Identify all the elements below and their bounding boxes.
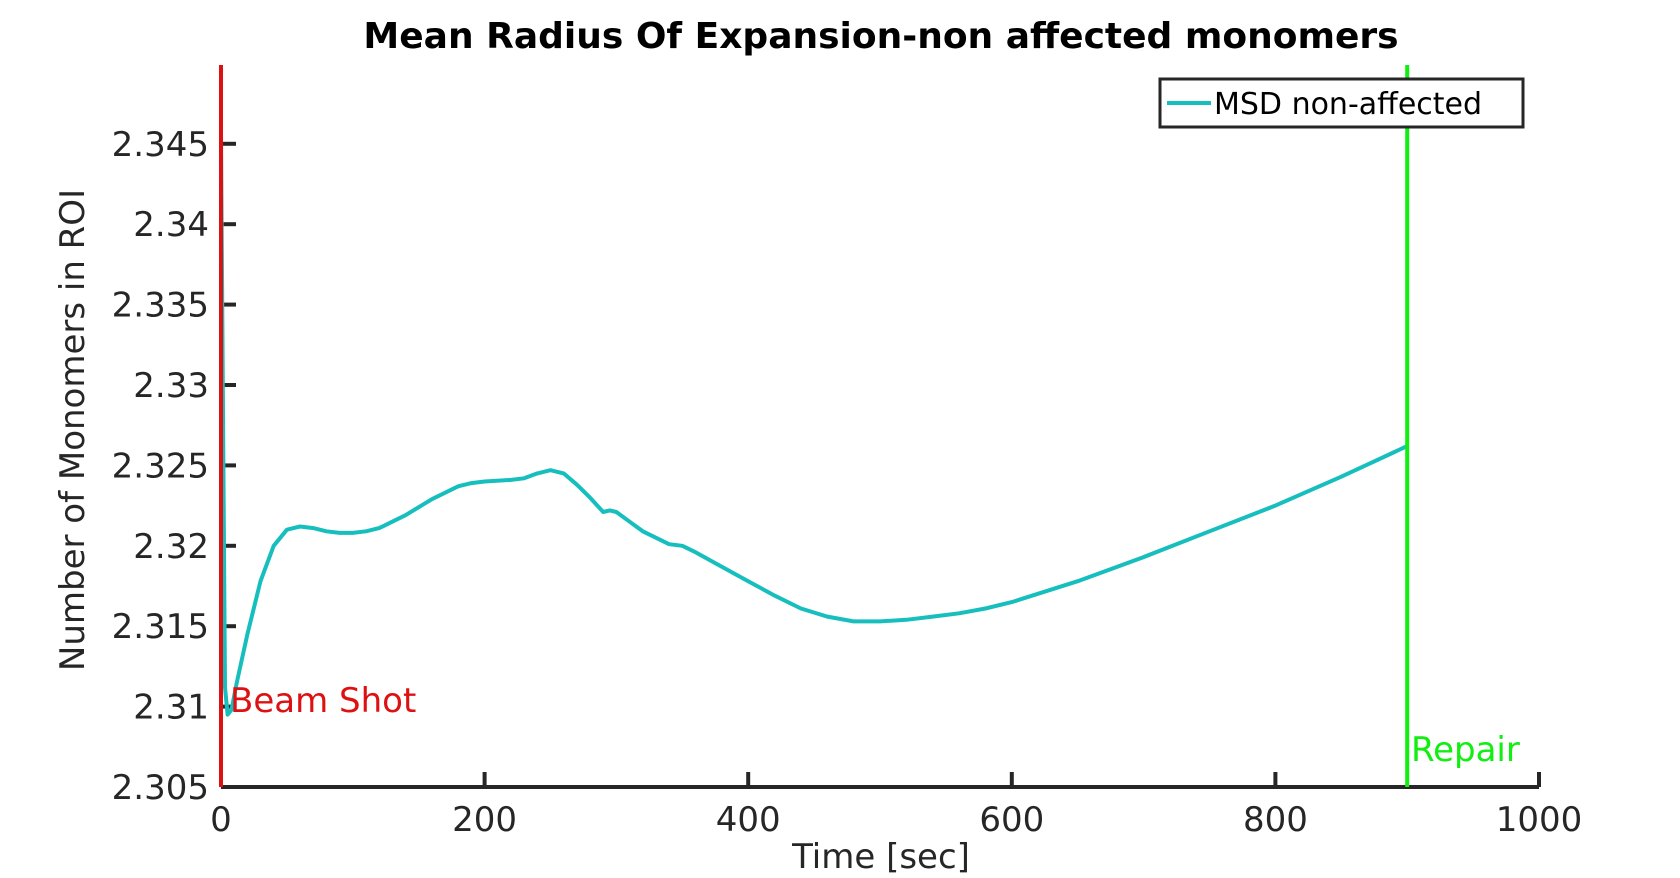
x-axis: 0 200 400 600 800 1000 (210, 772, 1582, 840)
y-tick-label: 2.33 (133, 366, 209, 406)
chart-title: Mean Radius Of Expansion-non affected mo… (363, 16, 1398, 57)
series-line (219, 135, 1409, 717)
y-tick-label: 2.305 (112, 768, 209, 808)
legend-box (1158, 77, 1525, 129)
y-tick-label: 2.325 (112, 446, 209, 486)
y-axis-label: Number of Monomers in ROI (53, 189, 93, 671)
x-tick-label: 1000 (1496, 800, 1583, 840)
y-tick-label: 2.315 (112, 607, 209, 647)
x-tick-label: 200 (452, 800, 517, 840)
plot-area: Beam Shot Repair (219, 65, 1520, 787)
legend-label: MSD non-affected (1214, 87, 1482, 122)
y-tick-label: 2.345 (112, 125, 209, 165)
x-tick-label: 600 (979, 800, 1044, 840)
y-tick-label: 2.31 (133, 688, 209, 728)
x-tick-label: 800 (1243, 800, 1308, 840)
legend: MSD non-affected (1158, 77, 1525, 129)
repair-label: Repair (1411, 730, 1520, 770)
x-tick-label: 400 (716, 800, 781, 840)
y-tick-label: 2.34 (133, 205, 209, 245)
y-axis: 2.305 2.31 2.315 2.32 2.325 2.33 2.335 2.34 2.34… (112, 65, 236, 808)
x-axis-label: Time [sec] (791, 837, 970, 877)
x-tick-label: 0 (210, 800, 232, 840)
y-tick-label: 2.335 (112, 286, 209, 326)
y-tick-label: 2.32 (133, 527, 209, 567)
beam-shot-label: Beam Shot (230, 681, 416, 721)
